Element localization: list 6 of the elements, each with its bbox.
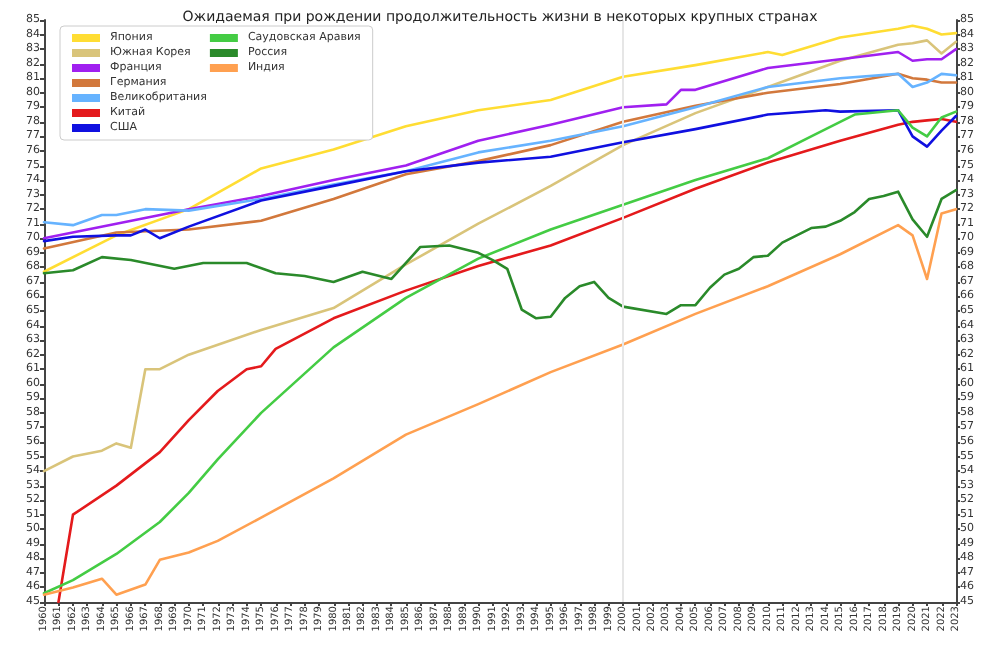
line-series [42, 39, 958, 473]
line-series [42, 207, 958, 597]
line-series [42, 24, 958, 274]
line-series [42, 108, 958, 243]
line-series [42, 47, 958, 240]
line-series [42, 188, 958, 320]
